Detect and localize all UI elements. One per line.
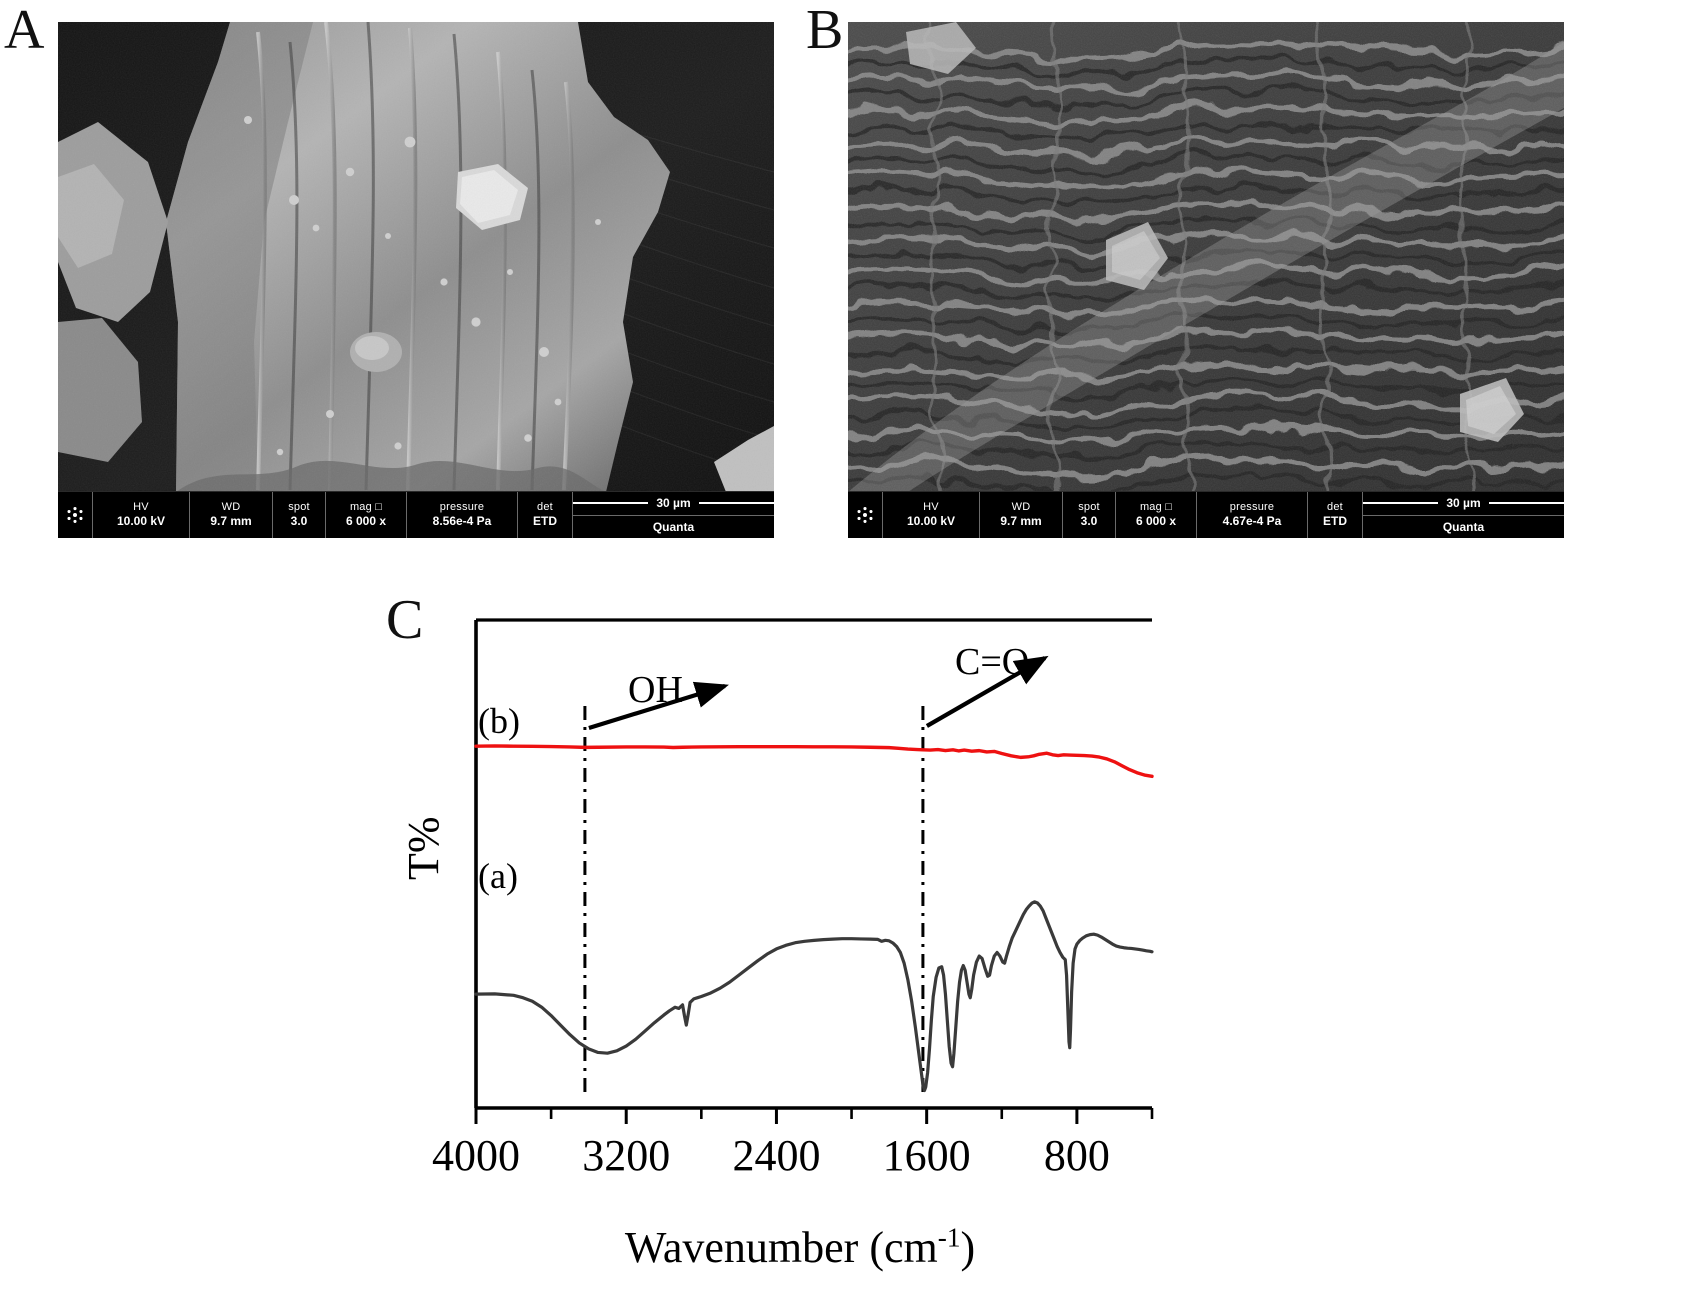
databar-value: 6 000 x xyxy=(345,514,387,529)
databar-label: spot xyxy=(288,500,310,513)
fei-atom-icon xyxy=(848,492,883,538)
databar-scalebar-group: 30 µm Quanta xyxy=(573,492,774,538)
databar-field-mag: mag □ 6 000 x xyxy=(326,492,407,538)
panel-letter-a: A xyxy=(4,0,45,61)
databar-field-hv: HV 10.00 kV xyxy=(93,492,190,538)
databar-label: mag □ xyxy=(349,500,383,513)
databar-value: 8.56e-4 Pa xyxy=(432,514,492,529)
databar-label: det xyxy=(1327,500,1343,513)
sem-image-a xyxy=(58,22,774,492)
instrument-name: Quanta xyxy=(573,514,774,539)
scale-bar-line-right xyxy=(1488,502,1564,505)
databar-value: 3.0 xyxy=(1080,514,1098,529)
ftir-curve-b xyxy=(474,744,1154,779)
annotation-arrow-co xyxy=(925,655,1049,728)
databar-value: 10.00 kV xyxy=(906,514,956,529)
x-tick-label: 1600 xyxy=(883,1131,971,1180)
panel-letter-c: C xyxy=(386,589,424,651)
databar-value: ETD xyxy=(1323,514,1347,529)
sem-image-b xyxy=(848,22,1564,492)
x-tick-label: 4000 xyxy=(432,1131,520,1180)
databar-value: 4.67e-4 Pa xyxy=(1222,514,1282,529)
scale-bar-line-left xyxy=(573,502,649,505)
panel-letter-b: B xyxy=(806,0,844,61)
sem-panel-a: HV 10.00 kV WD 9.7 mm spot 3.0 mag □ 6 0… xyxy=(58,22,774,538)
x-axis-title-main: Wavenumber (cm xyxy=(624,1223,938,1272)
databar-value: 3.0 xyxy=(290,514,308,529)
databar-value: 9.7 mm xyxy=(1000,514,1042,529)
instrument-name: Quanta xyxy=(1363,514,1564,539)
databar-label: pressure xyxy=(1229,500,1275,513)
databar-field-wd: WD 9.7 mm xyxy=(190,492,273,538)
x-axis-title-close: ) xyxy=(960,1223,976,1272)
x-tick-label: 800 xyxy=(1044,1131,1110,1180)
scale-bar: 30 µm xyxy=(1363,492,1564,515)
scale-bar-label: 30 µm xyxy=(656,496,691,511)
databar-label: WD xyxy=(221,500,241,513)
databar-field-spot: spot 3.0 xyxy=(1063,492,1116,538)
databar-scalebar-group: 30 µm Quanta xyxy=(1363,492,1564,538)
databar-field-det: det ETD xyxy=(1308,492,1363,538)
databar-field-det: det ETD xyxy=(518,492,573,538)
databar-label: pressure xyxy=(439,500,485,513)
annotation-oh: OH xyxy=(628,669,683,711)
databar-value: 9.7 mm xyxy=(210,514,252,529)
databar-label: det xyxy=(537,500,553,513)
sem-databar-a: HV 10.00 kV WD 9.7 mm spot 3.0 mag □ 6 0… xyxy=(58,491,774,538)
x-axis-title: Wavenumber (cm-1) xyxy=(560,1222,1040,1273)
databar-value: 6 000 x xyxy=(1135,514,1177,529)
databar-field-hv: HV 10.00 kV xyxy=(883,492,980,538)
databar-field-mag: mag □ 6 000 x xyxy=(1116,492,1197,538)
x-axis-title-superscript: -1 xyxy=(937,1222,961,1253)
curve-label-a: (a) xyxy=(478,856,518,896)
annotation-co: C=O xyxy=(955,641,1030,683)
ftir-plot-area: 4000 3200 2400 1600 800 xyxy=(432,618,1154,1180)
scale-bar-label: 30 µm xyxy=(1446,496,1481,511)
databar-value: 10.00 kV xyxy=(116,514,166,529)
x-tick-label: 3200 xyxy=(582,1131,670,1180)
sem-databar-b: HV 10.00 kV WD 9.7 mm spot 3.0 mag □ 6 0… xyxy=(848,491,1564,538)
ftir-chart: 4000 3200 2400 1600 800 xyxy=(380,610,1160,1190)
y-axis-title: T% xyxy=(399,816,448,880)
databar-field-pressure: pressure 4.67e-4 Pa xyxy=(1197,492,1308,538)
annotation-arrow-oh xyxy=(588,681,729,731)
databar-field-spot: spot 3.0 xyxy=(273,492,326,538)
databar-field-wd: WD 9.7 mm xyxy=(980,492,1063,538)
databar-label: mag □ xyxy=(1139,500,1173,513)
databar-label: HV xyxy=(923,500,939,513)
scale-bar-line-right xyxy=(698,502,774,505)
ftir-curve-a xyxy=(474,900,1154,1093)
x-tick-label: 2400 xyxy=(732,1131,820,1180)
databar-label: HV xyxy=(133,500,149,513)
databar-label: WD xyxy=(1011,500,1031,513)
curve-label-b: (b) xyxy=(478,701,520,741)
fei-atom-icon xyxy=(58,492,93,538)
databar-value: ETD xyxy=(533,514,557,529)
scale-bar: 30 µm xyxy=(573,492,774,515)
databar-field-pressure: pressure 8.56e-4 Pa xyxy=(407,492,518,538)
scale-bar-line-left xyxy=(1363,502,1439,505)
databar-label: spot xyxy=(1078,500,1100,513)
sem-panel-b: HV 10.00 kV WD 9.7 mm spot 3.0 mag □ 6 0… xyxy=(848,22,1564,538)
